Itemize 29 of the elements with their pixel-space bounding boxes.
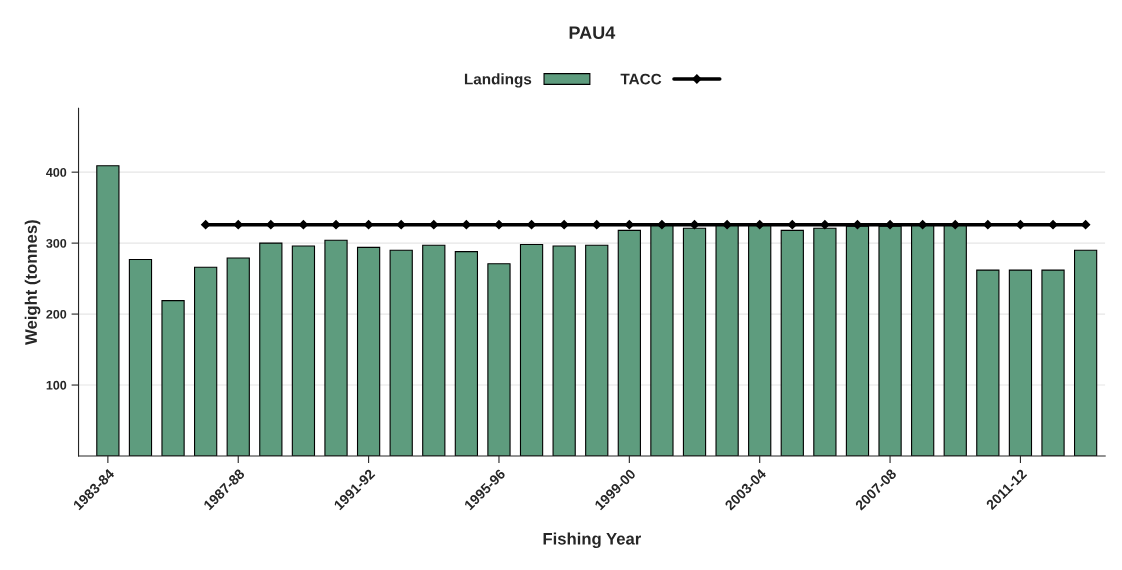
bar [454, 251, 479, 456]
y-tick-label: 300 [46, 238, 67, 248]
bar [194, 266, 218, 456]
bar [422, 244, 446, 456]
bar [291, 245, 316, 456]
y-tick-label: 100 [46, 380, 67, 390]
y-axis-title: Weight (tonnes) [24, 220, 41, 345]
y-tick-label: 400 [46, 167, 67, 177]
chart-title: PAU4 [569, 26, 616, 40]
y-tick-label: 200 [46, 309, 67, 319]
x-axis-title: Fishing Year [543, 532, 642, 549]
bar [976, 269, 1000, 456]
bar [324, 239, 348, 456]
bar [552, 245, 576, 456]
bar [585, 244, 609, 456]
legend-label: TACC [620, 73, 662, 85]
bar [487, 263, 511, 456]
legend-label: Landings [464, 73, 532, 88]
bar [389, 249, 413, 456]
bar [226, 257, 250, 456]
bar [1073, 249, 1098, 456]
bar [161, 300, 185, 456]
bar [1008, 269, 1033, 456]
bar [1041, 269, 1065, 456]
bar [128, 258, 153, 456]
bar [259, 242, 283, 456]
bar [356, 246, 381, 456]
bar [519, 243, 544, 456]
bar [96, 165, 120, 456]
